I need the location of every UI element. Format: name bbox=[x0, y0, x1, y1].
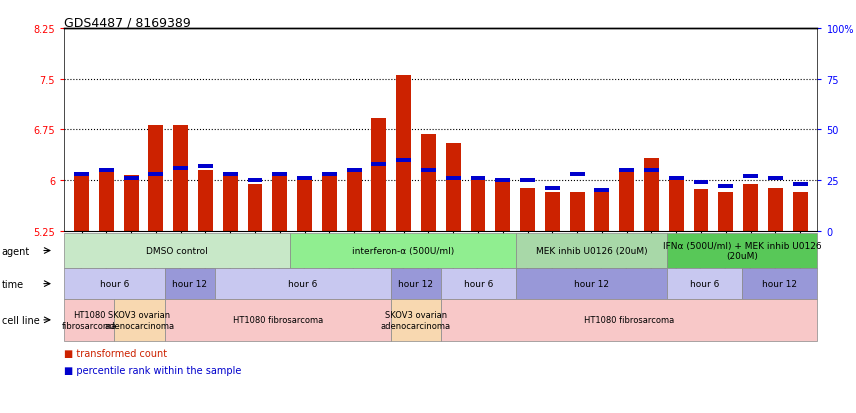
Bar bbox=[297, 177, 312, 231]
Bar bbox=[198, 164, 213, 169]
Text: hour 6: hour 6 bbox=[288, 280, 318, 288]
Bar bbox=[619, 169, 634, 231]
Bar bbox=[99, 169, 114, 173]
Bar bbox=[297, 177, 312, 180]
Bar bbox=[743, 175, 758, 179]
Bar bbox=[768, 189, 782, 231]
Text: hour 6: hour 6 bbox=[690, 280, 719, 288]
Bar bbox=[594, 189, 609, 193]
Bar bbox=[372, 119, 386, 231]
Text: hour 12: hour 12 bbox=[574, 280, 609, 288]
Bar bbox=[272, 173, 288, 177]
Bar bbox=[743, 184, 758, 231]
Bar bbox=[793, 193, 807, 231]
Text: hour 12: hour 12 bbox=[172, 280, 207, 288]
Bar bbox=[247, 184, 263, 231]
Bar bbox=[421, 135, 436, 231]
Text: IFNα (500U/ml) + MEK inhib U0126
(20uM): IFNα (500U/ml) + MEK inhib U0126 (20uM) bbox=[663, 241, 822, 261]
Bar bbox=[669, 180, 684, 231]
Bar bbox=[718, 193, 734, 231]
Bar bbox=[446, 177, 461, 180]
Bar bbox=[793, 183, 807, 187]
Bar bbox=[396, 159, 411, 162]
Bar bbox=[545, 187, 560, 191]
Bar bbox=[322, 173, 336, 177]
Bar bbox=[570, 193, 585, 231]
Text: GDS4487 / 8169389: GDS4487 / 8169389 bbox=[64, 17, 191, 29]
Text: MEK inhib U0126 (20uM): MEK inhib U0126 (20uM) bbox=[536, 247, 647, 255]
Bar bbox=[223, 173, 238, 231]
Text: HT1080 fibrosarcoma: HT1080 fibrosarcoma bbox=[233, 316, 323, 325]
Bar bbox=[471, 177, 485, 180]
Bar bbox=[396, 76, 411, 231]
Bar bbox=[446, 144, 461, 231]
Bar bbox=[322, 173, 336, 231]
Bar bbox=[74, 173, 89, 177]
Text: ■ transformed count: ■ transformed count bbox=[64, 348, 167, 358]
Bar bbox=[471, 177, 485, 231]
Text: SKOV3 ovarian
adenocarcinoma: SKOV3 ovarian adenocarcinoma bbox=[381, 311, 451, 330]
Bar bbox=[570, 173, 585, 177]
Text: time: time bbox=[2, 279, 24, 289]
Text: ■ percentile rank within the sample: ■ percentile rank within the sample bbox=[64, 365, 241, 375]
Bar bbox=[768, 177, 782, 180]
Bar bbox=[123, 177, 139, 180]
Bar bbox=[148, 126, 163, 231]
Bar bbox=[644, 169, 659, 173]
Bar bbox=[496, 179, 510, 183]
Bar bbox=[372, 162, 386, 166]
Bar bbox=[148, 173, 163, 177]
Bar bbox=[272, 173, 288, 231]
Text: HT1080 fibrosarcoma: HT1080 fibrosarcoma bbox=[584, 316, 675, 325]
Bar bbox=[520, 179, 535, 183]
Bar bbox=[247, 179, 263, 183]
Text: hour 12: hour 12 bbox=[398, 280, 433, 288]
Text: cell line: cell line bbox=[2, 315, 39, 325]
Bar bbox=[644, 159, 659, 231]
Bar bbox=[99, 171, 114, 231]
Text: hour 6: hour 6 bbox=[100, 280, 129, 288]
Bar bbox=[594, 193, 609, 231]
Bar bbox=[545, 192, 560, 231]
Bar bbox=[718, 185, 734, 189]
Bar bbox=[619, 169, 634, 173]
Text: agent: agent bbox=[2, 246, 30, 256]
Bar bbox=[173, 166, 188, 171]
Text: SKOV3 ovarian
adenocarcinoma: SKOV3 ovarian adenocarcinoma bbox=[104, 311, 175, 330]
Text: HT1080
fibrosarcoma: HT1080 fibrosarcoma bbox=[62, 311, 117, 330]
Text: DMSO control: DMSO control bbox=[146, 247, 208, 255]
Bar bbox=[496, 180, 510, 231]
Bar bbox=[198, 171, 213, 231]
Bar bbox=[421, 169, 436, 173]
Bar bbox=[347, 169, 361, 173]
Bar bbox=[173, 126, 188, 231]
Text: hour 12: hour 12 bbox=[763, 280, 797, 288]
Bar bbox=[669, 177, 684, 180]
Bar bbox=[693, 190, 709, 231]
Bar bbox=[74, 174, 89, 231]
Text: interferon-α (500U/ml): interferon-α (500U/ml) bbox=[352, 247, 455, 255]
Bar bbox=[223, 173, 238, 177]
Bar bbox=[347, 173, 361, 231]
Bar bbox=[693, 181, 709, 185]
Bar bbox=[123, 175, 139, 231]
Bar bbox=[520, 189, 535, 231]
Text: hour 6: hour 6 bbox=[464, 280, 493, 288]
